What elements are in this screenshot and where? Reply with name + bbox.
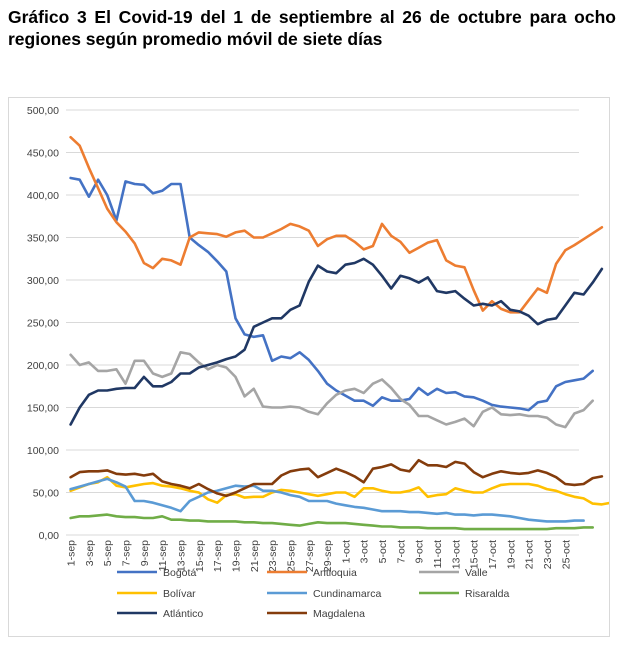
chart-title: Gráfico 3 El Covid-19 del 1 de septiembr… [8,7,616,49]
legend-label: Bolívar [163,588,196,600]
x-tick-label: 3-sep [84,540,96,566]
x-tick-label: 7-oct [395,540,407,563]
y-tick-label: 500,00 [27,105,59,117]
x-tick-label: 17-sep [212,540,224,572]
y-tick-label: 450,00 [27,148,59,160]
x-tick-label: 21-oct [524,540,536,569]
x-tick-label: 13-sep [176,540,188,572]
x-tick-label: 1-sep [66,540,78,566]
x-tick-label: 11-sep [157,540,169,571]
series-line-1 [69,135,604,314]
legend-label: Bogotá [163,567,196,579]
x-tick-label: 21-sep [249,540,261,572]
series-lines [69,135,613,531]
y-tick-label: 100,00 [27,445,59,457]
series-line-4 [69,477,585,523]
y-tick-label: 150,00 [27,403,59,415]
x-tick-label: 17-oct [487,540,499,569]
y-axis: 0,00 50,00 100,00 150,00 200,00 250,00 300,00 3… [27,105,59,542]
x-tick-label: 15-sep [194,540,206,572]
series-line-2 [69,351,595,429]
legend-label: Risaralda [465,588,510,600]
x-tick-label: 1-oct [340,540,352,563]
x-tick-label: 3-oct [359,540,371,563]
x-tick-label: 19-oct [505,540,517,569]
x-tick-label: 19-sep [230,540,242,572]
y-tick-label: 0,00 [39,530,60,542]
legend-label: Cundinamarca [313,588,381,600]
x-tick-label: 27-sep [304,540,316,572]
x-tick-label: 23-oct [542,540,554,569]
x-tick-label: 9-oct [414,540,426,563]
legend-label: Antioquia [313,567,357,579]
x-tick-label: 11-oct [432,540,444,568]
legend-label: Atlántico [163,608,203,620]
legend-label: Magdalena [313,608,365,620]
x-tick-label: 25-sep [285,540,297,572]
x-tick-label: 15-oct [469,540,481,569]
y-tick-label: 350,00 [27,233,59,245]
line-chart: 0,00 50,00 100,00 150,00 200,00 250,00 300,00 3… [27,105,613,620]
x-tick-label: 5-sep [102,540,114,566]
series-line-5 [69,513,595,531]
y-tick-label: 50,00 [33,488,59,500]
legend-label: Valle [465,567,488,579]
x-tick-label: 7-sep [121,540,133,566]
y-tick-label: 200,00 [27,360,59,372]
series-line-7 [69,458,604,498]
series-line-0 [69,176,595,412]
x-axis: 1-sep 3-sep 5-sep 7-sep 9-sep 11-sep 13-sep 15-… [66,540,573,572]
series-line-6 [69,257,604,426]
x-tick-label: 29-sep [322,540,334,572]
x-tick-label: 13-oct [450,540,462,569]
x-tick-label: 9-sep [139,540,151,566]
series-line-3 [69,475,613,506]
legend: Bogotá Antioquia Valle Bolívar Cundinamarca R… [117,567,510,620]
y-tick-label: 300,00 [27,275,59,287]
chart-area: 0,00 50,00 100,00 150,00 200,00 250,00 300,00 3… [8,97,613,637]
x-tick-label: 23-sep [267,540,279,572]
y-tick-label: 250,00 [27,318,59,330]
y-tick-label: 400,00 [27,190,59,202]
x-tick-label: 25-oct [560,540,572,569]
gridlines [66,109,579,536]
x-tick-label: 5-oct [377,540,389,563]
